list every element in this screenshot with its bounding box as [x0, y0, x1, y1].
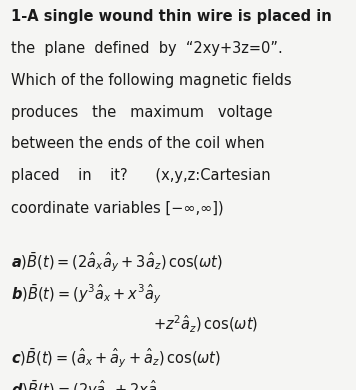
Text: $\boldsymbol{d})\bar{B}(t) = (2y\hat{a}_x + 2x\hat{a}_y$: $\boldsymbol{d})\bar{B}(t) = (2y\hat{a}_…: [11, 378, 164, 390]
Text: coordinate variables [−∞,∞]): coordinate variables [−∞,∞]): [11, 200, 223, 215]
Text: $+ z^2\hat{a}_z)\,\cos(\omega t)$: $+ z^2\hat{a}_z)\,\cos(\omega t)$: [153, 314, 258, 335]
Text: $\boldsymbol{c})\bar{B}(t) = (\hat{a}_x + \hat{a}_y + \hat{a}_z)\,\cos(\omega t): $\boldsymbol{c})\bar{B}(t) = (\hat{a}_x …: [11, 346, 221, 370]
Text: 1-A single wound thin wire is placed in: 1-A single wound thin wire is placed in: [11, 9, 331, 23]
Text: $\boldsymbol{b})\bar{B}(t) = (y^3\hat{a}_x + x^3\hat{a}_y$: $\boldsymbol{b})\bar{B}(t) = (y^3\hat{a}…: [11, 282, 161, 306]
Text: between the ends of the coil when: between the ends of the coil when: [11, 136, 264, 151]
Text: the  plane  defined  by  “2xy+3z=0”.: the plane defined by “2xy+3z=0”.: [11, 41, 282, 55]
Text: produces   the   maximum   voltage: produces the maximum voltage: [11, 105, 272, 119]
Text: $\boldsymbol{a})\bar{B}(t) = (2\hat{a}_x\hat{a}_y + 3\hat{a}_z)\,\cos(\omega t)$: $\boldsymbol{a})\bar{B}(t) = (2\hat{a}_x…: [11, 250, 222, 274]
Text: Which of the following magnetic fields: Which of the following magnetic fields: [11, 73, 291, 87]
Text: placed    in    it?      (x,y,z:Cartesian: placed in it? (x,y,z:Cartesian: [11, 168, 270, 183]
